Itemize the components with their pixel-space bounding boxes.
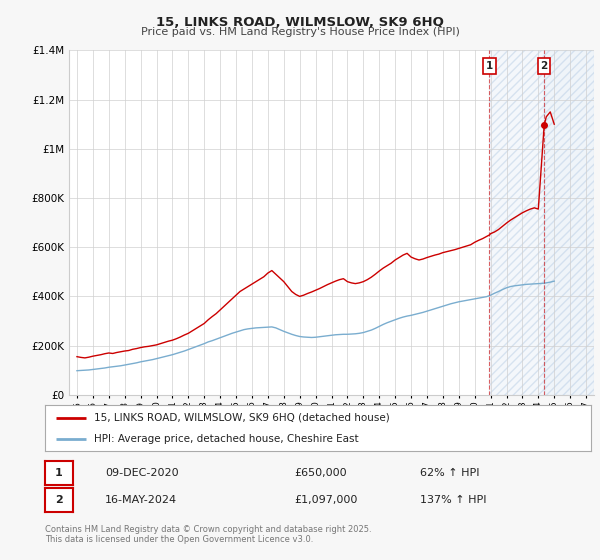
Bar — [544, 50, 594, 395]
Text: 09-DEC-2020: 09-DEC-2020 — [105, 468, 179, 478]
Text: HPI: Average price, detached house, Cheshire East: HPI: Average price, detached house, Ches… — [94, 434, 359, 444]
Text: 62% ↑ HPI: 62% ↑ HPI — [420, 468, 479, 478]
Text: 16-MAY-2024: 16-MAY-2024 — [105, 495, 177, 505]
Text: £650,000: £650,000 — [294, 468, 347, 478]
Text: 15, LINKS ROAD, WILMSLOW, SK9 6HQ: 15, LINKS ROAD, WILMSLOW, SK9 6HQ — [156, 16, 444, 29]
Text: 137% ↑ HPI: 137% ↑ HPI — [420, 495, 487, 505]
Bar — [544, 50, 594, 395]
Text: 2: 2 — [541, 61, 548, 71]
Text: 2: 2 — [55, 495, 62, 505]
Text: 1: 1 — [55, 468, 62, 478]
Text: 1: 1 — [486, 61, 493, 71]
Text: Contains HM Land Registry data © Crown copyright and database right 2025.
This d: Contains HM Land Registry data © Crown c… — [45, 525, 371, 544]
Text: £1,097,000: £1,097,000 — [294, 495, 358, 505]
Text: 15, LINKS ROAD, WILMSLOW, SK9 6HQ (detached house): 15, LINKS ROAD, WILMSLOW, SK9 6HQ (detac… — [94, 413, 390, 423]
Text: Price paid vs. HM Land Registry's House Price Index (HPI): Price paid vs. HM Land Registry's House … — [140, 27, 460, 37]
Bar — [490, 50, 544, 395]
Bar — [490, 50, 544, 395]
